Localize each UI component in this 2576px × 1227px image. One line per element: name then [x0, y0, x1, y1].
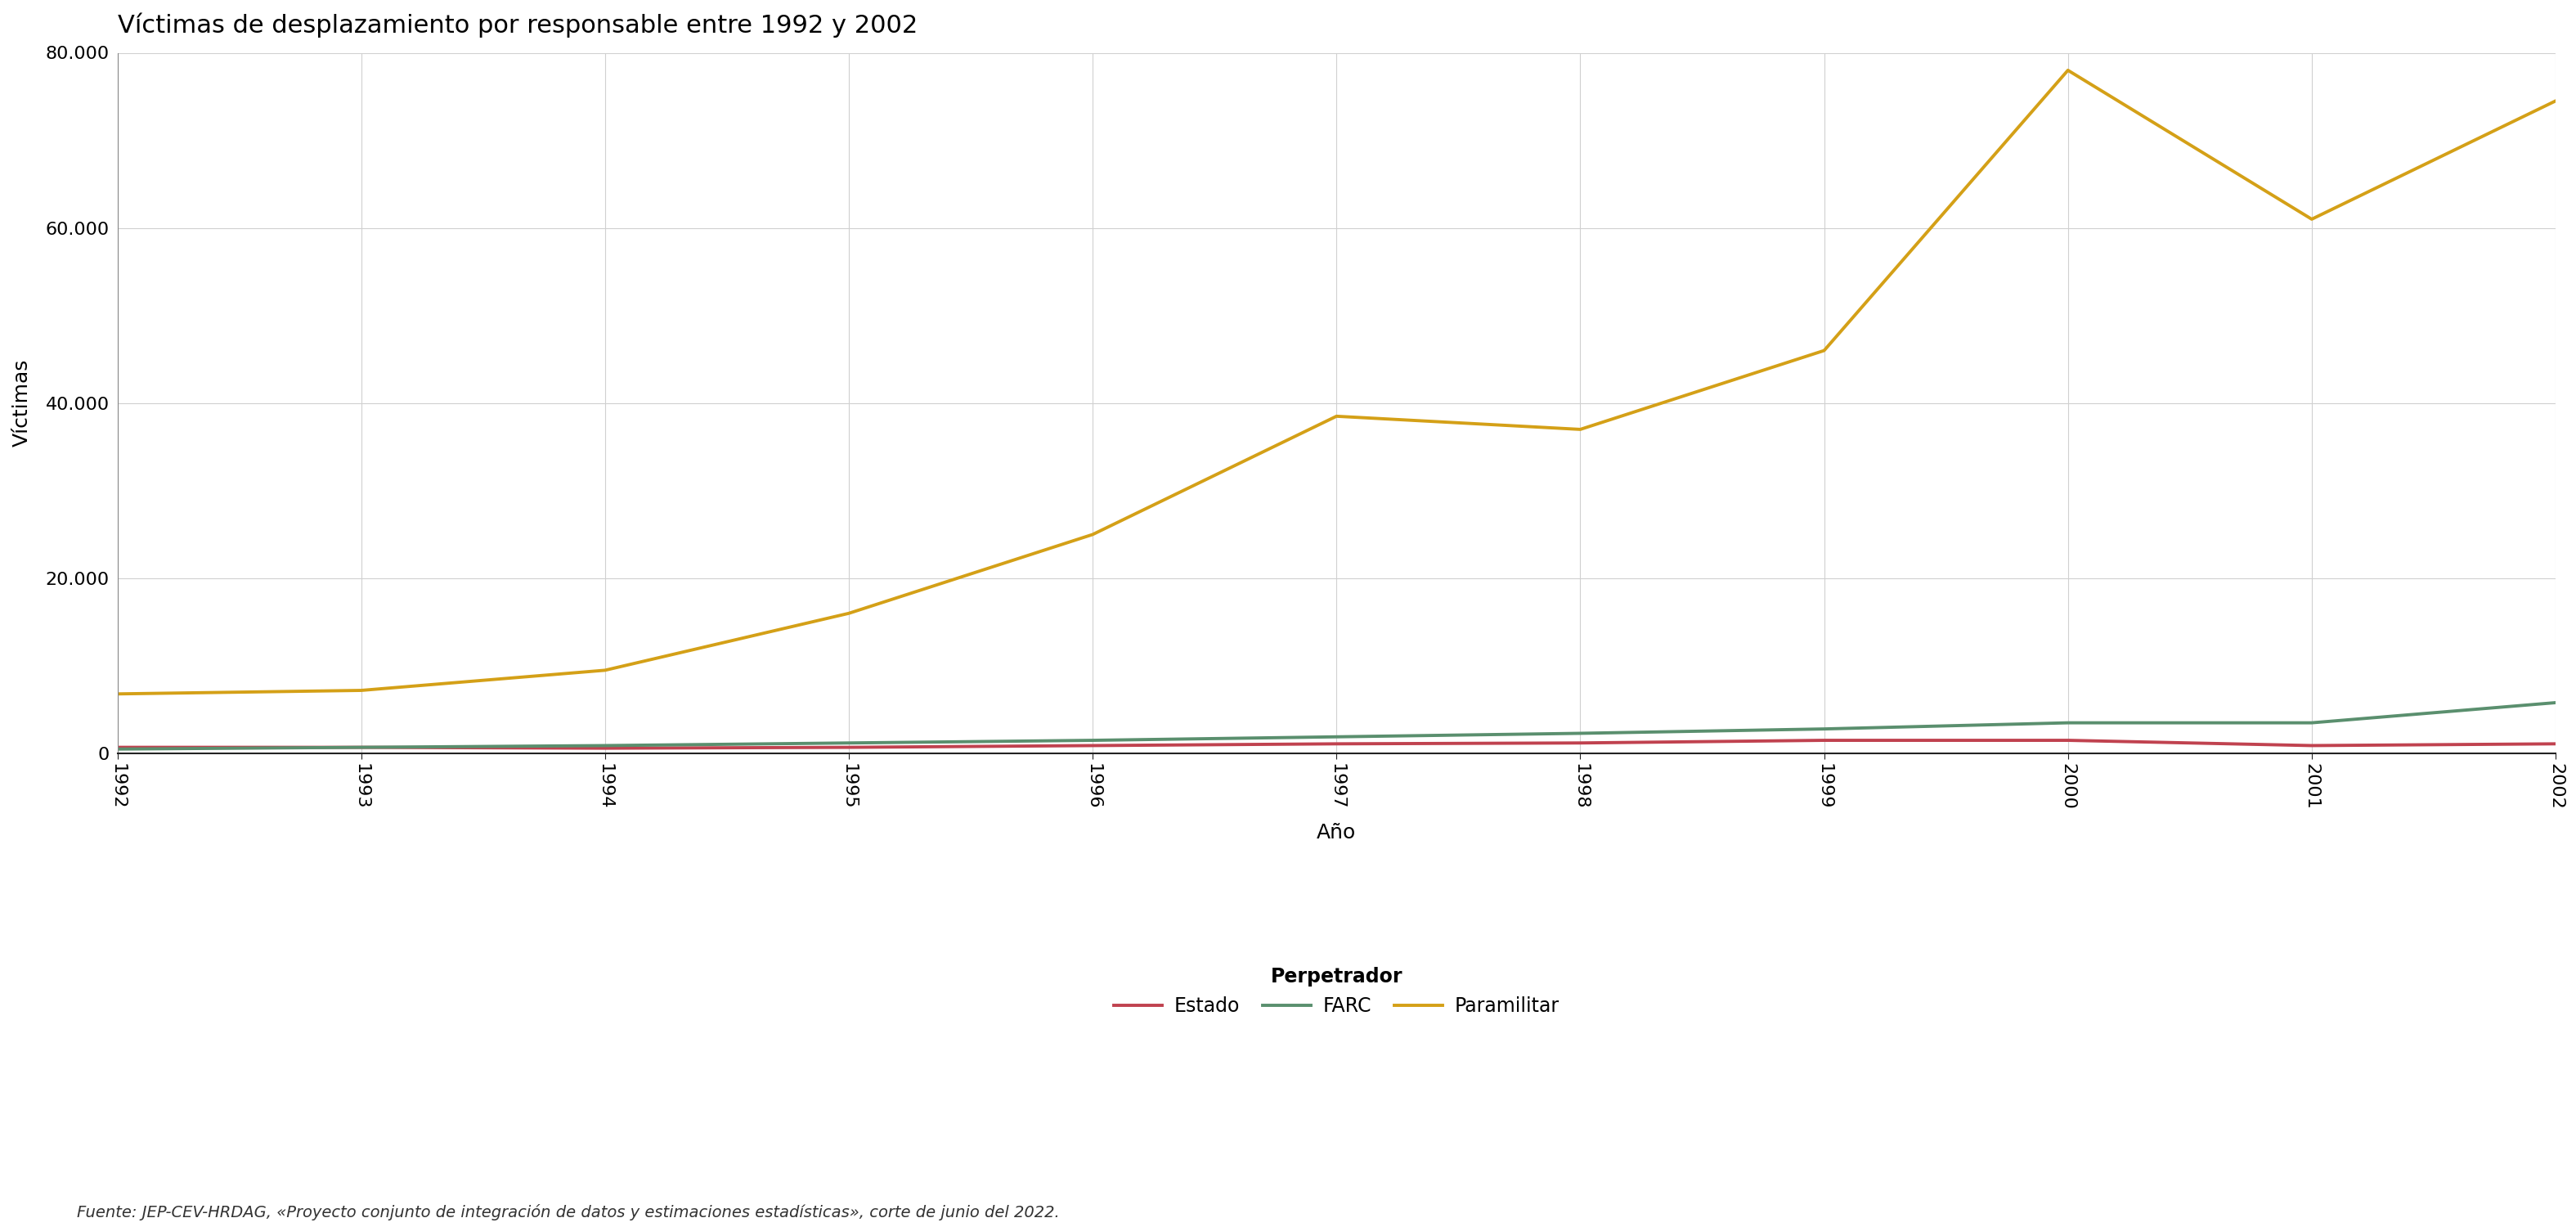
FARC [835, 736, 866, 751]
Estado [1321, 736, 1352, 751]
Estado [2540, 736, 2571, 751]
FARC [345, 740, 376, 755]
Estado [345, 740, 376, 755]
FARC [2053, 715, 2084, 730]
Text: Víctimas de desplazamiento por responsable entre 1992 y 2002: Víctimas de desplazamiento por responsab… [118, 12, 917, 37]
Estado [2053, 733, 2084, 747]
Paramilitar [590, 663, 621, 677]
FARC [1564, 726, 1595, 741]
Line: FARC: FARC [118, 703, 2555, 748]
X-axis label: Año: Año [1316, 823, 1355, 843]
FARC [103, 741, 134, 756]
Estado [2295, 739, 2326, 753]
Line: Paramilitar: Paramilitar [118, 70, 2555, 694]
FARC [590, 739, 621, 753]
Paramilitar [1077, 528, 1108, 542]
Estado [1077, 739, 1108, 753]
Paramilitar [2295, 212, 2326, 227]
Paramilitar [1564, 422, 1595, 437]
Paramilitar [345, 683, 376, 698]
Estado [835, 740, 866, 755]
Paramilitar [2540, 93, 2571, 108]
Estado [1564, 736, 1595, 751]
Legend: Estado, FARC, Paramilitar: Estado, FARC, Paramilitar [1105, 960, 1566, 1023]
FARC [1077, 733, 1108, 747]
Y-axis label: Víctimas: Víctimas [13, 360, 31, 447]
Estado [590, 741, 621, 756]
FARC [1321, 730, 1352, 745]
Paramilitar [2053, 63, 2084, 77]
FARC [1808, 721, 1839, 736]
Line: Estado: Estado [118, 740, 2555, 748]
Paramilitar [103, 687, 134, 702]
Estado [1808, 733, 1839, 747]
Paramilitar [1808, 344, 1839, 358]
FARC [2540, 696, 2571, 710]
Text: Fuente: JEP-CEV-HRDAG, «Proyecto conjunto de integración de datos y estimaciones: Fuente: JEP-CEV-HRDAG, «Proyecto conjunt… [77, 1205, 1061, 1221]
Estado [103, 740, 134, 755]
Paramilitar [835, 606, 866, 621]
FARC [2295, 715, 2326, 730]
Paramilitar [1321, 409, 1352, 423]
